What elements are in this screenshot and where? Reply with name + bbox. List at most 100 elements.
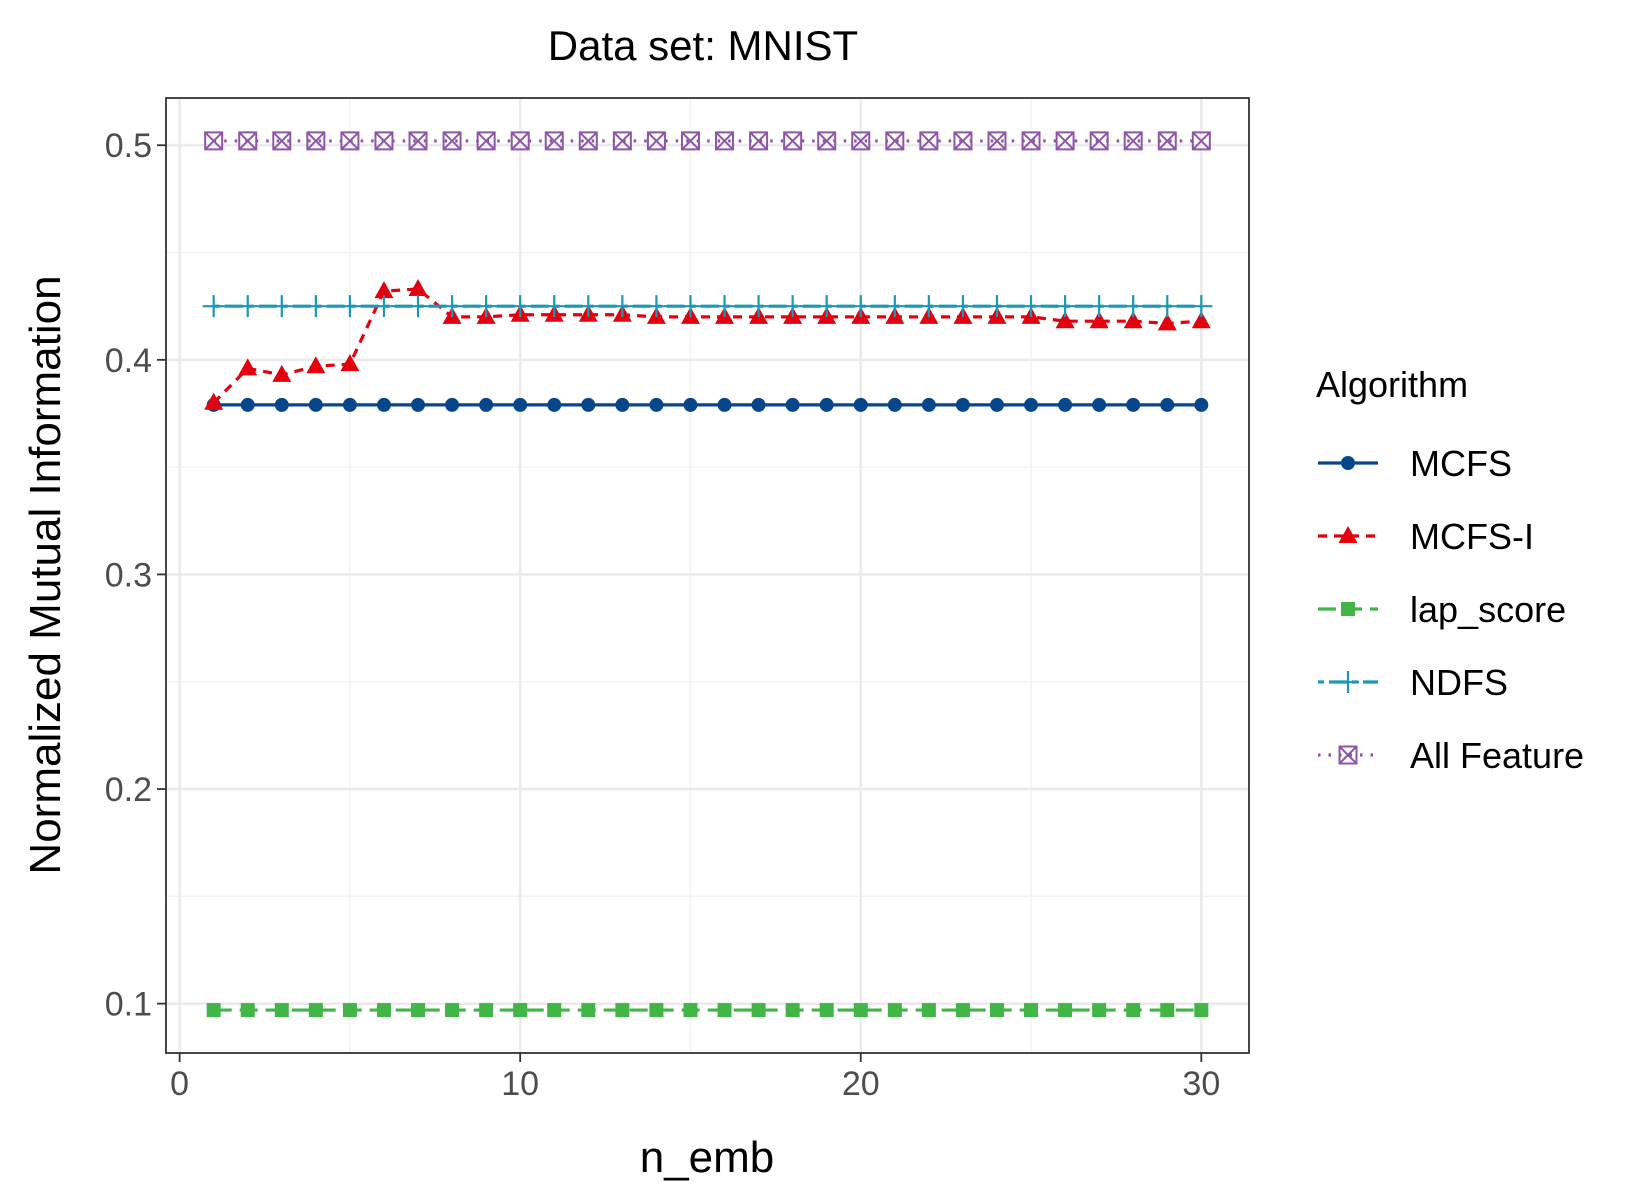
data-point — [615, 1003, 630, 1018]
data-point — [713, 295, 736, 318]
data-point — [240, 1003, 255, 1018]
data-point — [376, 1003, 391, 1018]
data-point — [577, 295, 600, 318]
data-point — [1156, 295, 1179, 318]
y-axis-title: Normalized Mutual Information — [21, 275, 70, 874]
data-point — [581, 397, 596, 412]
data-point — [781, 295, 804, 318]
data-point — [615, 397, 630, 412]
data-point — [445, 397, 460, 412]
legend-label: MCFS-I — [1410, 516, 1534, 557]
data-point — [544, 131, 564, 151]
data-point — [274, 1003, 289, 1018]
data-point — [240, 397, 255, 412]
x-tick-label: 30 — [1182, 1065, 1220, 1103]
data-point — [751, 397, 766, 412]
data-point — [204, 392, 224, 410]
data-point — [849, 295, 872, 318]
data-point — [204, 131, 224, 151]
plot-panel-border — [165, 97, 1250, 1054]
series-mcfs — [206, 397, 1209, 412]
data-point — [202, 295, 225, 318]
legend-label: lap_score — [1410, 589, 1566, 630]
data-point — [649, 1003, 664, 1018]
series-ndfs — [202, 295, 1213, 318]
data-point — [581, 1003, 596, 1018]
data-point — [1122, 295, 1145, 318]
data-point — [646, 131, 666, 151]
data-point — [338, 295, 361, 318]
data-point — [747, 295, 770, 318]
data-point — [919, 131, 939, 151]
data-point — [951, 295, 974, 318]
data-point — [819, 397, 834, 412]
x-axis-title: n_emb — [640, 1133, 775, 1182]
data-point — [274, 397, 289, 412]
data-point — [1123, 311, 1143, 329]
data-point — [1160, 397, 1175, 412]
x-axis: 0 10 20 30 — [170, 1053, 1220, 1103]
data-point — [1055, 131, 1075, 151]
legend-key-marker — [1341, 456, 1355, 470]
data-point — [272, 131, 292, 151]
legend-item: NDFS — [1318, 662, 1508, 703]
data-point — [1089, 131, 1109, 151]
x-tick-label: 20 — [842, 1065, 880, 1103]
y-tick-label: 0.5 — [105, 127, 152, 165]
y-tick-label: 0.2 — [105, 771, 152, 809]
data-point — [308, 397, 323, 412]
data-point — [308, 1003, 323, 1018]
data-point — [1190, 295, 1213, 318]
legend-items: MCFS MCFS-I lap_score NDFS All Feature — [1318, 443, 1584, 776]
data-point — [679, 295, 702, 318]
series-lap-score — [206, 1003, 1209, 1018]
data-point — [1126, 397, 1141, 412]
data-point — [683, 1003, 698, 1018]
data-point — [815, 295, 838, 318]
data-point — [206, 1003, 221, 1018]
data-point — [578, 131, 598, 151]
data-point — [1088, 295, 1111, 318]
data-point — [751, 1003, 766, 1018]
data-point — [270, 295, 293, 318]
data-point — [1194, 397, 1209, 412]
data-point — [853, 397, 868, 412]
data-point — [1157, 131, 1177, 151]
data-point — [645, 295, 668, 318]
data-point — [649, 397, 664, 412]
data-point — [1058, 397, 1073, 412]
data-point — [717, 1003, 732, 1018]
data-point — [853, 1003, 868, 1018]
data-point — [817, 131, 837, 151]
data-point — [783, 131, 803, 151]
data-point — [749, 131, 769, 151]
data-point — [342, 1003, 357, 1018]
data-point — [476, 131, 496, 151]
legend-label: All Feature — [1410, 735, 1584, 776]
data-point — [479, 397, 494, 412]
data-point — [989, 1003, 1004, 1018]
data-point — [1191, 311, 1211, 329]
series-layer — [202, 131, 1213, 1018]
legend-item: All Feature — [1318, 735, 1584, 776]
data-point — [374, 281, 394, 299]
data-point — [374, 131, 394, 151]
data-point — [1055, 311, 1075, 329]
data-point — [1089, 311, 1109, 329]
data-point — [408, 131, 428, 151]
data-point — [513, 397, 528, 412]
data-point — [510, 131, 530, 151]
data-point — [1020, 295, 1043, 318]
data-point — [340, 354, 360, 372]
data-point — [475, 295, 498, 318]
data-point — [1058, 1003, 1073, 1018]
data-point — [543, 295, 566, 318]
data-point — [340, 131, 360, 151]
data-point — [342, 397, 357, 412]
data-point — [953, 131, 973, 151]
legend: Algorithm MCFS MCFS-I lap_score NDFS All Fea… — [1316, 364, 1584, 776]
data-point — [921, 397, 936, 412]
legend-label: MCFS — [1410, 443, 1512, 484]
data-point — [887, 1003, 902, 1018]
